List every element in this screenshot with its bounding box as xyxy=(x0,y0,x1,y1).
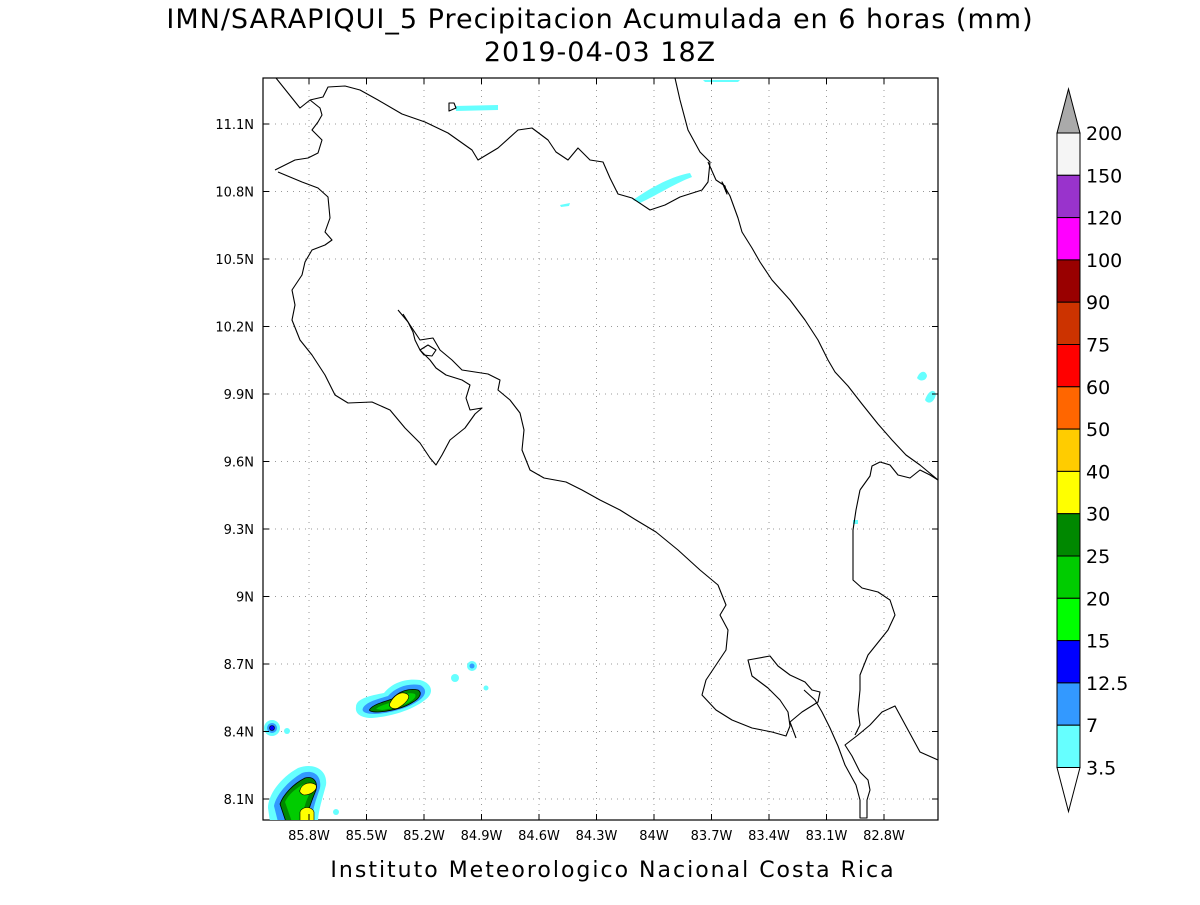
precip-area xyxy=(703,80,740,82)
colorbar-swatch xyxy=(1056,174,1081,219)
precip-area xyxy=(389,692,409,709)
footer-credit: Instituto Meteorologico Nacional Costa R… xyxy=(330,858,895,883)
colorbar-level-label: 20 xyxy=(1086,588,1110,610)
colorbar-level-label: 7 xyxy=(1086,715,1098,737)
latitude-label: 8.7N xyxy=(224,658,254,673)
latitude-label: 10.2N xyxy=(215,321,254,336)
colorbar-legend: 200 150 120 100 90 75 60 50 40 30 25 20 15 12.5 7 3.5 xyxy=(1056,87,1128,814)
precip-area xyxy=(269,725,275,731)
longitude-label: 82.8W xyxy=(863,829,905,844)
map-title: IMN/SARAPIQUI_5 Precipitacion Acumulada … xyxy=(166,4,1033,35)
latitude-label: 9.3N xyxy=(224,523,254,538)
colorbar-swatch xyxy=(1056,555,1081,599)
longitude-label: 84.6W xyxy=(518,829,560,844)
axis-ticks xyxy=(263,78,938,820)
colorbar-swatch xyxy=(1056,386,1081,430)
precipitation-areas xyxy=(264,80,936,820)
colorbar-swatch xyxy=(1056,682,1081,726)
latitude-label: 8.4N xyxy=(224,726,254,741)
longitude-label: 83.1W xyxy=(806,829,848,844)
colorbar-level-label: 15 xyxy=(1086,631,1110,653)
colorbar-level-label: 200 xyxy=(1086,123,1122,145)
latitude-label: 9N xyxy=(236,591,254,606)
precip-area xyxy=(917,371,927,381)
colorbar-level-label: 60 xyxy=(1086,377,1110,399)
longitude-tick-labels: 85.8W 85.5W 85.2W 84.9W 84.6W 84.3W 84W 83.7W 83… xyxy=(288,829,905,844)
colorbar-level-label: 30 xyxy=(1086,504,1110,526)
colorbar-level-label: 50 xyxy=(1086,419,1110,441)
longitude-label: 85.8W xyxy=(288,829,330,844)
longitude-label: 84W xyxy=(639,829,669,844)
precip-area xyxy=(469,663,475,669)
colorbar-swatch xyxy=(1056,513,1081,557)
colorbar-level-label: 12.5 xyxy=(1086,673,1128,695)
colorbar-swatch xyxy=(1056,344,1081,388)
precip-area xyxy=(284,728,290,734)
colorbar-swatch xyxy=(1056,217,1081,261)
longitude-label: 84.3W xyxy=(576,829,618,844)
colorbar-underflow-arrow xyxy=(1056,767,1081,814)
precip-area xyxy=(633,173,692,203)
colorbar-swatch xyxy=(1056,597,1081,642)
map-panel: 85.8W 85.5W 85.2W 84.9W 84.6W 84.3W 84W 83.7W 83… xyxy=(215,77,939,844)
colorbar-swatch xyxy=(1056,428,1081,472)
longitude-label: 83.4W xyxy=(748,829,790,844)
longitude-label: 85.5W xyxy=(346,829,388,844)
latitude-label: 10.5N xyxy=(215,253,254,268)
colorbar-level-label: 90 xyxy=(1086,292,1110,314)
precip-area xyxy=(451,674,459,682)
colorbar-swatch xyxy=(1056,640,1081,684)
longitude-label: 85.2W xyxy=(403,829,445,844)
colorbar-level-label: 75 xyxy=(1086,335,1110,357)
precip-area xyxy=(299,782,317,796)
latitude-label: 11.1N xyxy=(215,118,254,133)
colorbar-level-label: 40 xyxy=(1086,461,1110,483)
colorbar-swatch xyxy=(1056,724,1081,769)
colorbar-level-label: 150 xyxy=(1086,165,1122,187)
colorbar-level-label: 25 xyxy=(1086,546,1110,568)
coastlines-borders xyxy=(274,78,938,819)
latitude-label: 9.6N xyxy=(224,456,254,471)
colorbar-swatch xyxy=(1056,259,1081,303)
precip-area xyxy=(333,809,339,815)
latitude-tick-labels: 11.1N 10.8N 10.5N 10.2N 9.9N 9.6N 9.3N 9N 8.7N 8.… xyxy=(215,118,254,808)
colorbar-overflow-arrow xyxy=(1056,87,1081,134)
precip-area xyxy=(455,105,498,111)
longitude-label: 83.7W xyxy=(691,829,733,844)
colorbar-swatch xyxy=(1056,301,1081,346)
precip-area xyxy=(483,685,489,691)
longitude-label: 84.9W xyxy=(461,829,503,844)
map-subtitle-date: 2019-04-03 18Z xyxy=(484,37,716,68)
latitude-label: 8.1N xyxy=(224,793,254,808)
precip-area xyxy=(560,203,570,207)
colorbar-level-label: 100 xyxy=(1086,250,1122,272)
latitude-label: 9.9N xyxy=(224,388,254,403)
latitude-label: 10.8N xyxy=(215,186,254,201)
colorbar-swatch xyxy=(1056,470,1081,515)
precip-area xyxy=(299,807,315,820)
colorbar-level-label: 3.5 xyxy=(1086,758,1116,780)
colorbar-swatch xyxy=(1056,132,1081,176)
colorbar-level-label: 120 xyxy=(1086,208,1122,230)
